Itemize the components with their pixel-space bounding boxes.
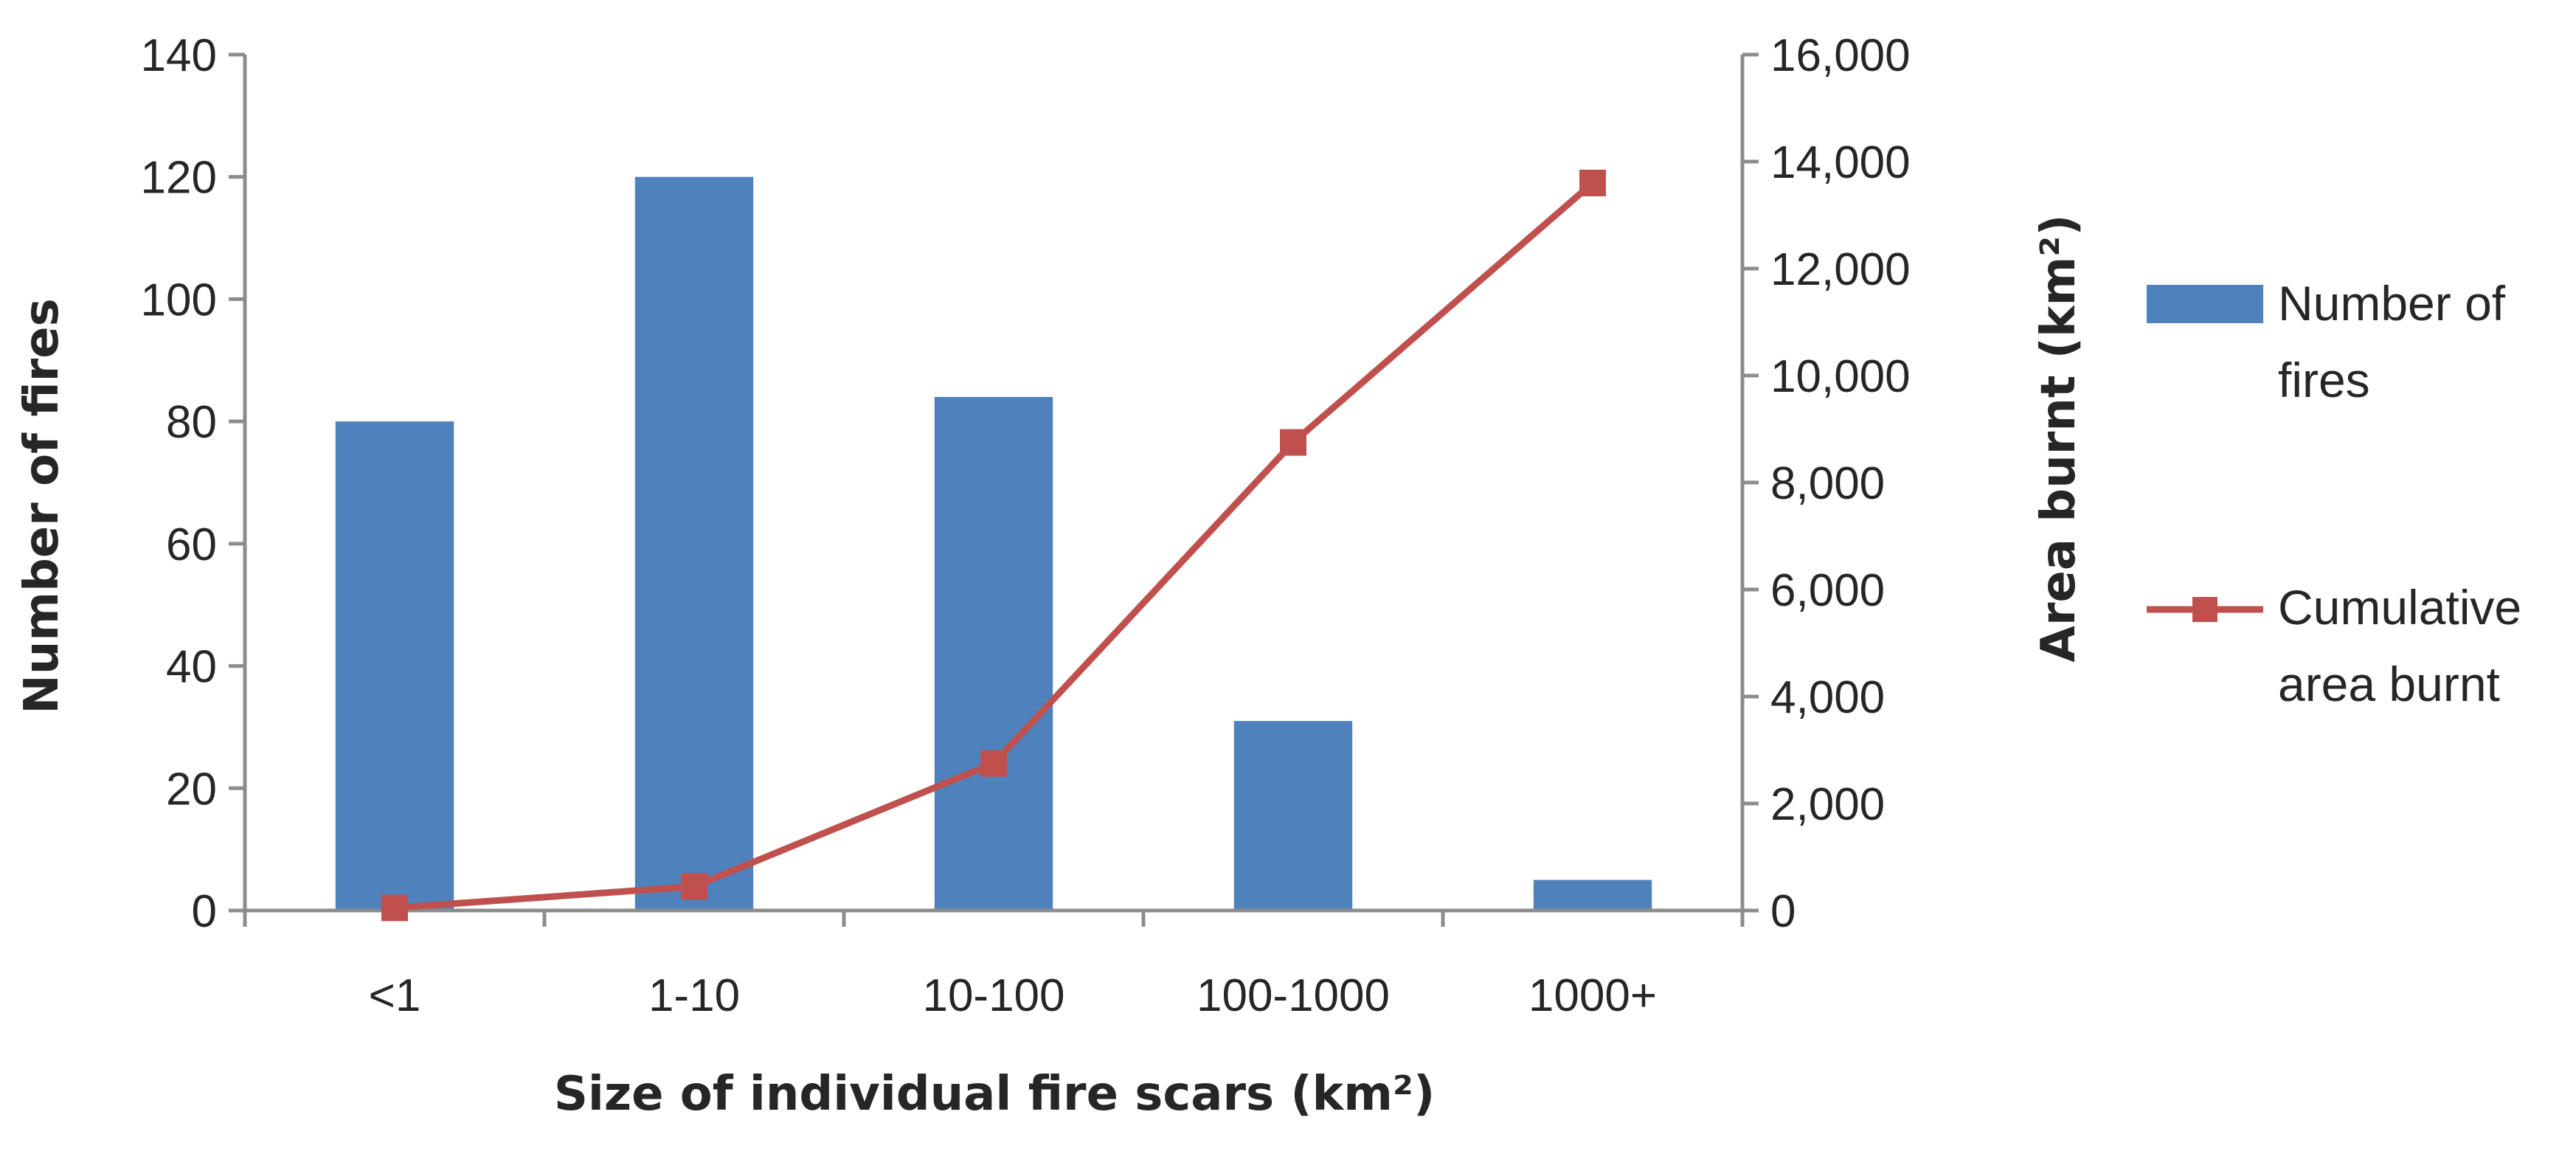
legend: Number of fires Cumulative area burnt	[2147, 276, 2521, 711]
y-tick-label-5: 100	[141, 274, 217, 325]
y-tick-label-1: 20	[166, 764, 217, 815]
y2-tick-label-3: 6,000	[1770, 565, 1885, 616]
bars-layer	[335, 176, 1652, 911]
bar-4	[1533, 880, 1652, 911]
legend-label-line-line2: area burnt	[2278, 657, 2500, 711]
y-tick-label-3: 60	[166, 519, 217, 570]
labels-layer: 0 20 40 60 80 100 120 140 0 2,000 4,000 6,000 8,000 1…	[141, 30, 1911, 1021]
x-tick-label-3: 100-1000	[1197, 970, 1390, 1021]
x-tick-label-0: <1	[369, 970, 421, 1021]
y2-tick-label-1: 2,000	[1770, 779, 1885, 830]
axes-layer	[229, 52, 1759, 927]
legend-swatch-bar	[2147, 285, 2263, 323]
x-tick-label-1: 1-10	[648, 970, 740, 1021]
y-tick-label-2: 40	[166, 642, 217, 693]
y2-tick-label-8: 16,000	[1770, 30, 1911, 81]
legend-swatch-marker	[2192, 597, 2217, 622]
x-axis-title: Size of individual fire scars (km²)	[554, 1067, 1435, 1122]
bar-1	[634, 176, 754, 911]
y2-tick-label-5: 10,000	[1770, 351, 1911, 402]
line-point-2	[980, 750, 1007, 777]
bar-0	[335, 421, 454, 911]
x-tick-label-4: 1000+	[1528, 970, 1657, 1021]
legend-label-bar-line1: Number of	[2278, 276, 2506, 331]
legend-label-bar-line2: fires	[2278, 353, 2370, 407]
line-layer	[381, 170, 1606, 922]
y2-axis-title: Area burnt (km²)	[2032, 214, 2086, 662]
y-tick-label-7: 140	[141, 30, 217, 81]
y2-tick-label-0: 0	[1770, 886, 1796, 937]
line-point-4	[1579, 170, 1606, 196]
y-axis-title: Number of fires	[15, 298, 69, 714]
line-point-3	[1280, 429, 1306, 456]
y-tick-label-0: 0	[192, 886, 217, 937]
x-tick-label-2: 10-100	[922, 970, 1064, 1021]
y2-tick-label-7: 14,000	[1770, 137, 1911, 188]
y-tick-label-4: 80	[166, 397, 217, 448]
line-point-0	[381, 894, 408, 922]
y2-tick-label-4: 8,000	[1770, 458, 1885, 509]
bar-3	[1233, 721, 1353, 911]
y2-tick-label-6: 12,000	[1770, 244, 1911, 295]
line-point-1	[681, 873, 707, 900]
bar-2	[934, 397, 1053, 911]
legend-label-line-line1: Cumulative	[2278, 580, 2521, 635]
y2-tick-label-2: 4,000	[1770, 672, 1885, 723]
y-tick-label-6: 120	[141, 153, 217, 204]
